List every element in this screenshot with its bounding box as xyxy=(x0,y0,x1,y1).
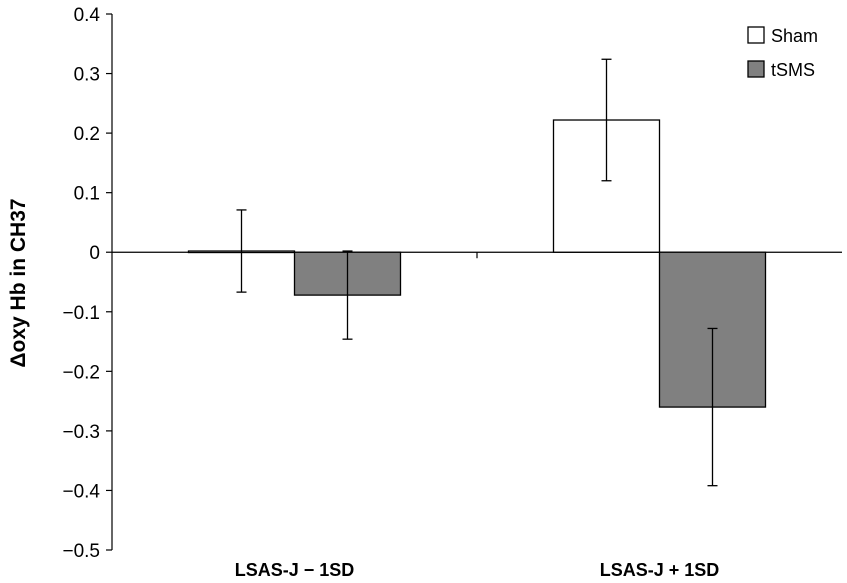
y-tick-label: −0.5 xyxy=(62,541,100,562)
y-tick-label: 0 xyxy=(89,243,100,264)
legend: Sham tSMS xyxy=(747,26,818,80)
legend-label-sham: Sham xyxy=(771,26,818,46)
y-tick-label: −0.1 xyxy=(62,303,100,324)
legend-swatch-sham xyxy=(747,26,765,44)
y-tick-label: 0.3 xyxy=(74,65,100,86)
legend-swatch-tsms xyxy=(747,60,765,78)
y-tick-label: −0.2 xyxy=(62,362,100,383)
y-tick-label: −0.4 xyxy=(62,481,100,502)
plot-area: 0.4 0.3 0.2 0.1 0 −0.1 −0.2 −0.3 −0.4 −0.5 LSAS-J … xyxy=(62,5,842,580)
y-axis-label: Δoxy Hb in CH37 xyxy=(7,198,30,367)
y-tick-label: 0.4 xyxy=(74,5,101,26)
legend-label-tsms: tSMS xyxy=(771,60,815,80)
y-tick-label: 0.1 xyxy=(74,184,100,205)
x-category-label: LSAS-J − 1SD xyxy=(235,560,355,580)
x-category-label: LSAS-J + 1SD xyxy=(600,560,720,580)
y-tick-label: 0.2 xyxy=(74,124,100,145)
y-tick-label: −0.3 xyxy=(62,422,100,443)
